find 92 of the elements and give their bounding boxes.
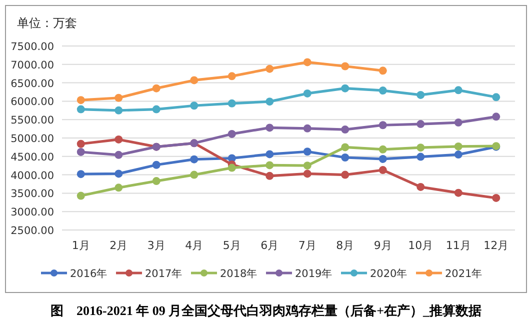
point	[416, 182, 425, 191]
point	[492, 194, 500, 202]
point	[303, 148, 312, 156]
point	[228, 72, 236, 80]
point	[454, 150, 462, 159]
point	[454, 142, 462, 150]
point	[76, 105, 85, 114]
x-tick-label: 7月	[298, 239, 316, 252]
legend-label: 2020年	[370, 268, 408, 280]
point	[114, 150, 123, 159]
x-tick-label: 8月	[336, 239, 354, 252]
x-tick-label: 5月	[222, 239, 241, 252]
point	[378, 145, 387, 154]
point	[416, 120, 425, 128]
y-tick-label: 6500.00	[10, 78, 54, 90]
x-tick-label: 1月	[72, 239, 90, 252]
legend-label: 2017年	[145, 268, 183, 280]
x-tick-label: 3月	[147, 239, 166, 252]
point	[152, 177, 160, 186]
point	[266, 150, 274, 158]
point	[114, 184, 123, 192]
y-tick-label: 7500.00	[10, 41, 54, 53]
point	[266, 172, 274, 180]
x-tick-label: 10月	[408, 239, 434, 252]
point	[303, 170, 312, 178]
point	[152, 84, 160, 92]
legend-label: 2019年	[295, 268, 333, 280]
x-tick-label: 11月	[446, 239, 471, 252]
point	[341, 62, 350, 70]
point	[266, 64, 274, 73]
y-tick-label: 5500.00	[10, 114, 54, 127]
point	[454, 188, 462, 197]
point	[190, 102, 198, 110]
point	[114, 106, 123, 114]
point	[228, 130, 236, 138]
point	[76, 96, 85, 104]
point	[378, 66, 387, 75]
point	[341, 126, 350, 134]
point	[454, 86, 462, 94]
point	[266, 161, 274, 170]
point	[76, 140, 85, 148]
point	[341, 154, 350, 162]
point	[303, 162, 312, 170]
y-tick-label: 5000.00	[10, 133, 54, 145]
y-tick-label: 4500.00	[10, 151, 54, 164]
text: 单位：万套	[17, 16, 77, 30]
point	[228, 99, 236, 108]
point	[303, 124, 312, 132]
legend-label: 2021年	[445, 268, 483, 280]
x-tick-label: 2月	[110, 239, 128, 252]
y-tick-label: 7000.00	[10, 59, 54, 72]
point	[152, 105, 160, 114]
point	[416, 144, 425, 152]
point	[76, 148, 85, 156]
point	[76, 170, 85, 178]
point	[341, 143, 350, 152]
legend-label: 2016年	[70, 268, 108, 280]
point	[266, 98, 274, 106]
x-tick-label: 6月	[260, 239, 279, 252]
point	[114, 170, 123, 178]
y-tick-label: 4000.00	[10, 170, 54, 182]
point	[190, 170, 198, 179]
point	[303, 58, 312, 66]
point	[303, 89, 312, 98]
point	[378, 86, 387, 95]
point	[114, 94, 123, 102]
point	[266, 124, 274, 132]
point	[492, 93, 500, 102]
x-tick-label: 4月	[185, 239, 204, 252]
point	[341, 84, 350, 92]
point	[416, 152, 425, 161]
point	[76, 192, 85, 200]
legend-label: 2018年	[220, 268, 258, 280]
point	[228, 164, 236, 172]
y-tick-label: 3500.00	[10, 188, 54, 200]
y-tick-label: 6000.00	[10, 96, 54, 108]
point	[190, 76, 198, 84]
point	[378, 166, 387, 174]
y-tick-label: 3000.00	[10, 206, 54, 219]
text: 图 2016-2021 年 09 月全国父母代白羽肉鸡存栏量（后备+在产）_推算数据	[50, 303, 482, 318]
point	[152, 160, 160, 169]
point	[378, 121, 387, 130]
x-tick-label: 9月	[374, 239, 392, 252]
point	[114, 135, 123, 144]
point	[341, 170, 350, 179]
point	[454, 118, 462, 127]
point	[492, 112, 500, 121]
point	[190, 155, 198, 164]
point	[416, 90, 425, 99]
point	[378, 154, 387, 163]
x-tick-label: 12月	[484, 239, 509, 252]
y-tick-label: 2500.00	[10, 225, 54, 237]
